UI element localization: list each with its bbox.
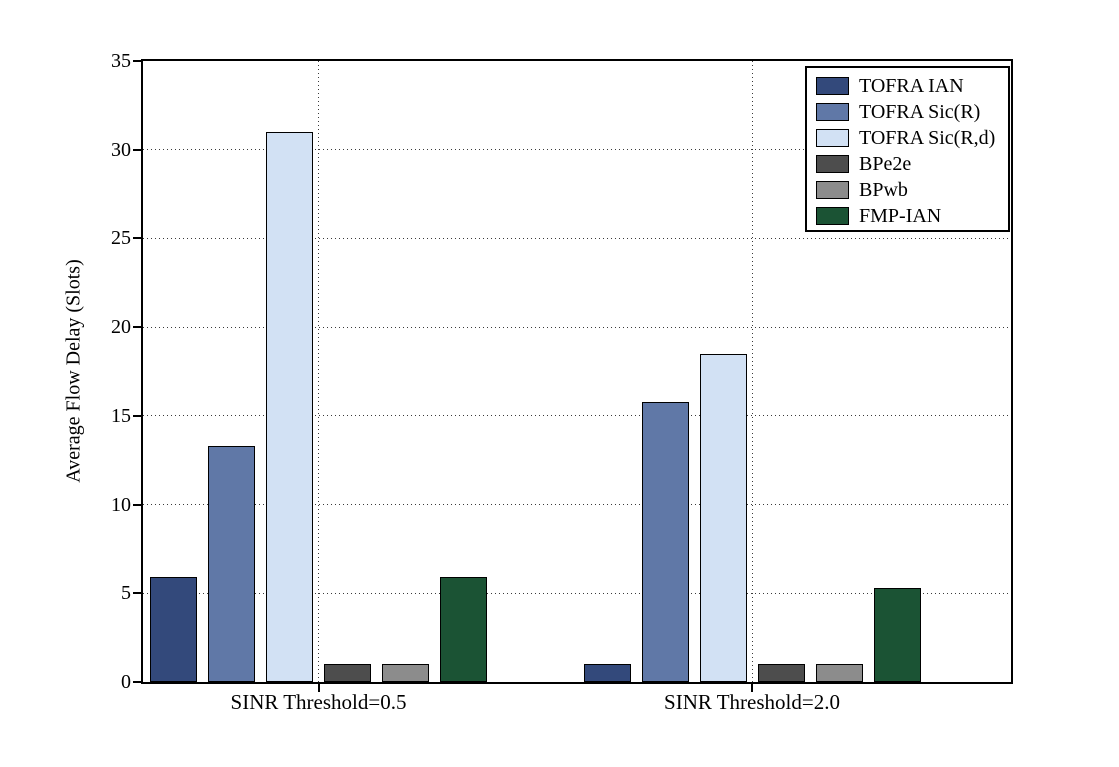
- gridline-horizontal-30: [143, 149, 1011, 151]
- legend-entry-tofra-sic-r: TOFRA Sic(R): [807, 99, 1008, 125]
- y-tick-label-20: 20: [111, 316, 131, 339]
- bar-bpwb-group-2: [815, 664, 863, 682]
- y-tick-label-15: 15: [111, 404, 131, 427]
- gridline-horizontal-10: [143, 504, 1011, 506]
- gridline-horizontal-20: [143, 326, 1011, 328]
- legend-label-tofra-sic-r: TOFRA Sic(R): [859, 101, 981, 123]
- y-tick-mark-10: [133, 503, 141, 506]
- y-tick-mark-25: [133, 237, 141, 240]
- legend-swatch-tofra-sic-r: [816, 103, 849, 121]
- gridline-horizontal-5: [143, 592, 1011, 594]
- plot-inner: [143, 61, 1011, 682]
- bar-tofra-sic-r-d-group-2: [699, 353, 747, 682]
- y-tick-mark-0: [133, 681, 141, 683]
- gridline-vertical-sinr-threshold-0-5: [318, 61, 319, 682]
- legend-entry-bpe2e: BPe2e: [807, 151, 1008, 177]
- legend-swatch-tofra-sic-r-d: [816, 129, 849, 147]
- bar-bpwb-group-1: [382, 664, 429, 682]
- legend-swatch-bpwb: [816, 181, 849, 199]
- bar-tofra-ian-group-2: [583, 664, 631, 682]
- y-tick-mark-15: [133, 414, 141, 417]
- x-tick-mark-sinr-threshold-0-5: [317, 684, 320, 692]
- legend-entry-tofra-sic-r-d: TOFRA Sic(R,d): [807, 125, 1008, 151]
- bar-fmp-ian-group-1: [440, 577, 487, 682]
- legend-swatch-fmp-ian: [816, 207, 849, 225]
- legend-label-tofra-ian: TOFRA IAN: [859, 75, 964, 97]
- y-tick-mark-5: [133, 592, 141, 595]
- legend-entry-tofra-ian: TOFRA IAN: [807, 73, 1008, 99]
- bar-fmp-ian-group-2: [873, 587, 921, 682]
- legend-label-fmp-ian: FMP-IAN: [859, 205, 942, 227]
- legend-swatch-bpe2e: [816, 155, 849, 173]
- y-tick-label-35: 35: [111, 50, 131, 72]
- y-tick-label-0: 0: [121, 671, 131, 693]
- bar-bpe2e-group-1: [324, 664, 371, 682]
- gridline-horizontal-15: [143, 415, 1011, 417]
- y-tick-label-25: 25: [111, 227, 131, 250]
- y-tick-mark-35: [133, 60, 141, 62]
- y-axis-label: Average Flow Delay (Slots): [62, 259, 85, 483]
- legend-label-tofra-sic-r-d: TOFRA Sic(R,d): [859, 127, 996, 149]
- legend: TOFRA IAN TOFRA Sic(R) TOFRA Sic(R,d) BPe2e…: [805, 66, 1010, 232]
- bar-tofra-sic-r-group-1: [208, 446, 255, 682]
- x-category-label-sinr-threshold-0-5: SINR Threshold=0.5: [230, 690, 407, 714]
- gridline-vertical-sinr-threshold-2-0: [751, 61, 753, 682]
- x-tick-mark-sinr-threshold-2-0: [751, 684, 753, 692]
- legend-entry-bpwb: BPwb: [807, 177, 1008, 203]
- x-category-label-sinr-threshold-2-0: SINR Threshold=2.0: [664, 690, 840, 714]
- gridline-horizontal-25: [143, 237, 1011, 239]
- y-tick-label-10: 10: [111, 493, 131, 516]
- y-tick-mark-30: [133, 148, 141, 151]
- bar-tofra-ian-group-1: [150, 577, 197, 682]
- legend-entry-fmp-ian: FMP-IAN: [807, 203, 1008, 229]
- bar-bpe2e-group-2: [757, 664, 805, 682]
- legend-swatch-tofra-ian: [816, 77, 849, 95]
- legend-label-bpwb: BPwb: [859, 179, 908, 201]
- bar-tofra-sic-r-d-group-1: [266, 131, 313, 682]
- legend-label-bpe2e: BPe2e: [859, 153, 912, 175]
- y-tick-mark-20: [133, 326, 141, 329]
- y-tick-label-30: 30: [111, 138, 131, 161]
- y-tick-label-5: 5: [121, 582, 131, 605]
- bar-tofra-sic-r-group-2: [641, 401, 689, 682]
